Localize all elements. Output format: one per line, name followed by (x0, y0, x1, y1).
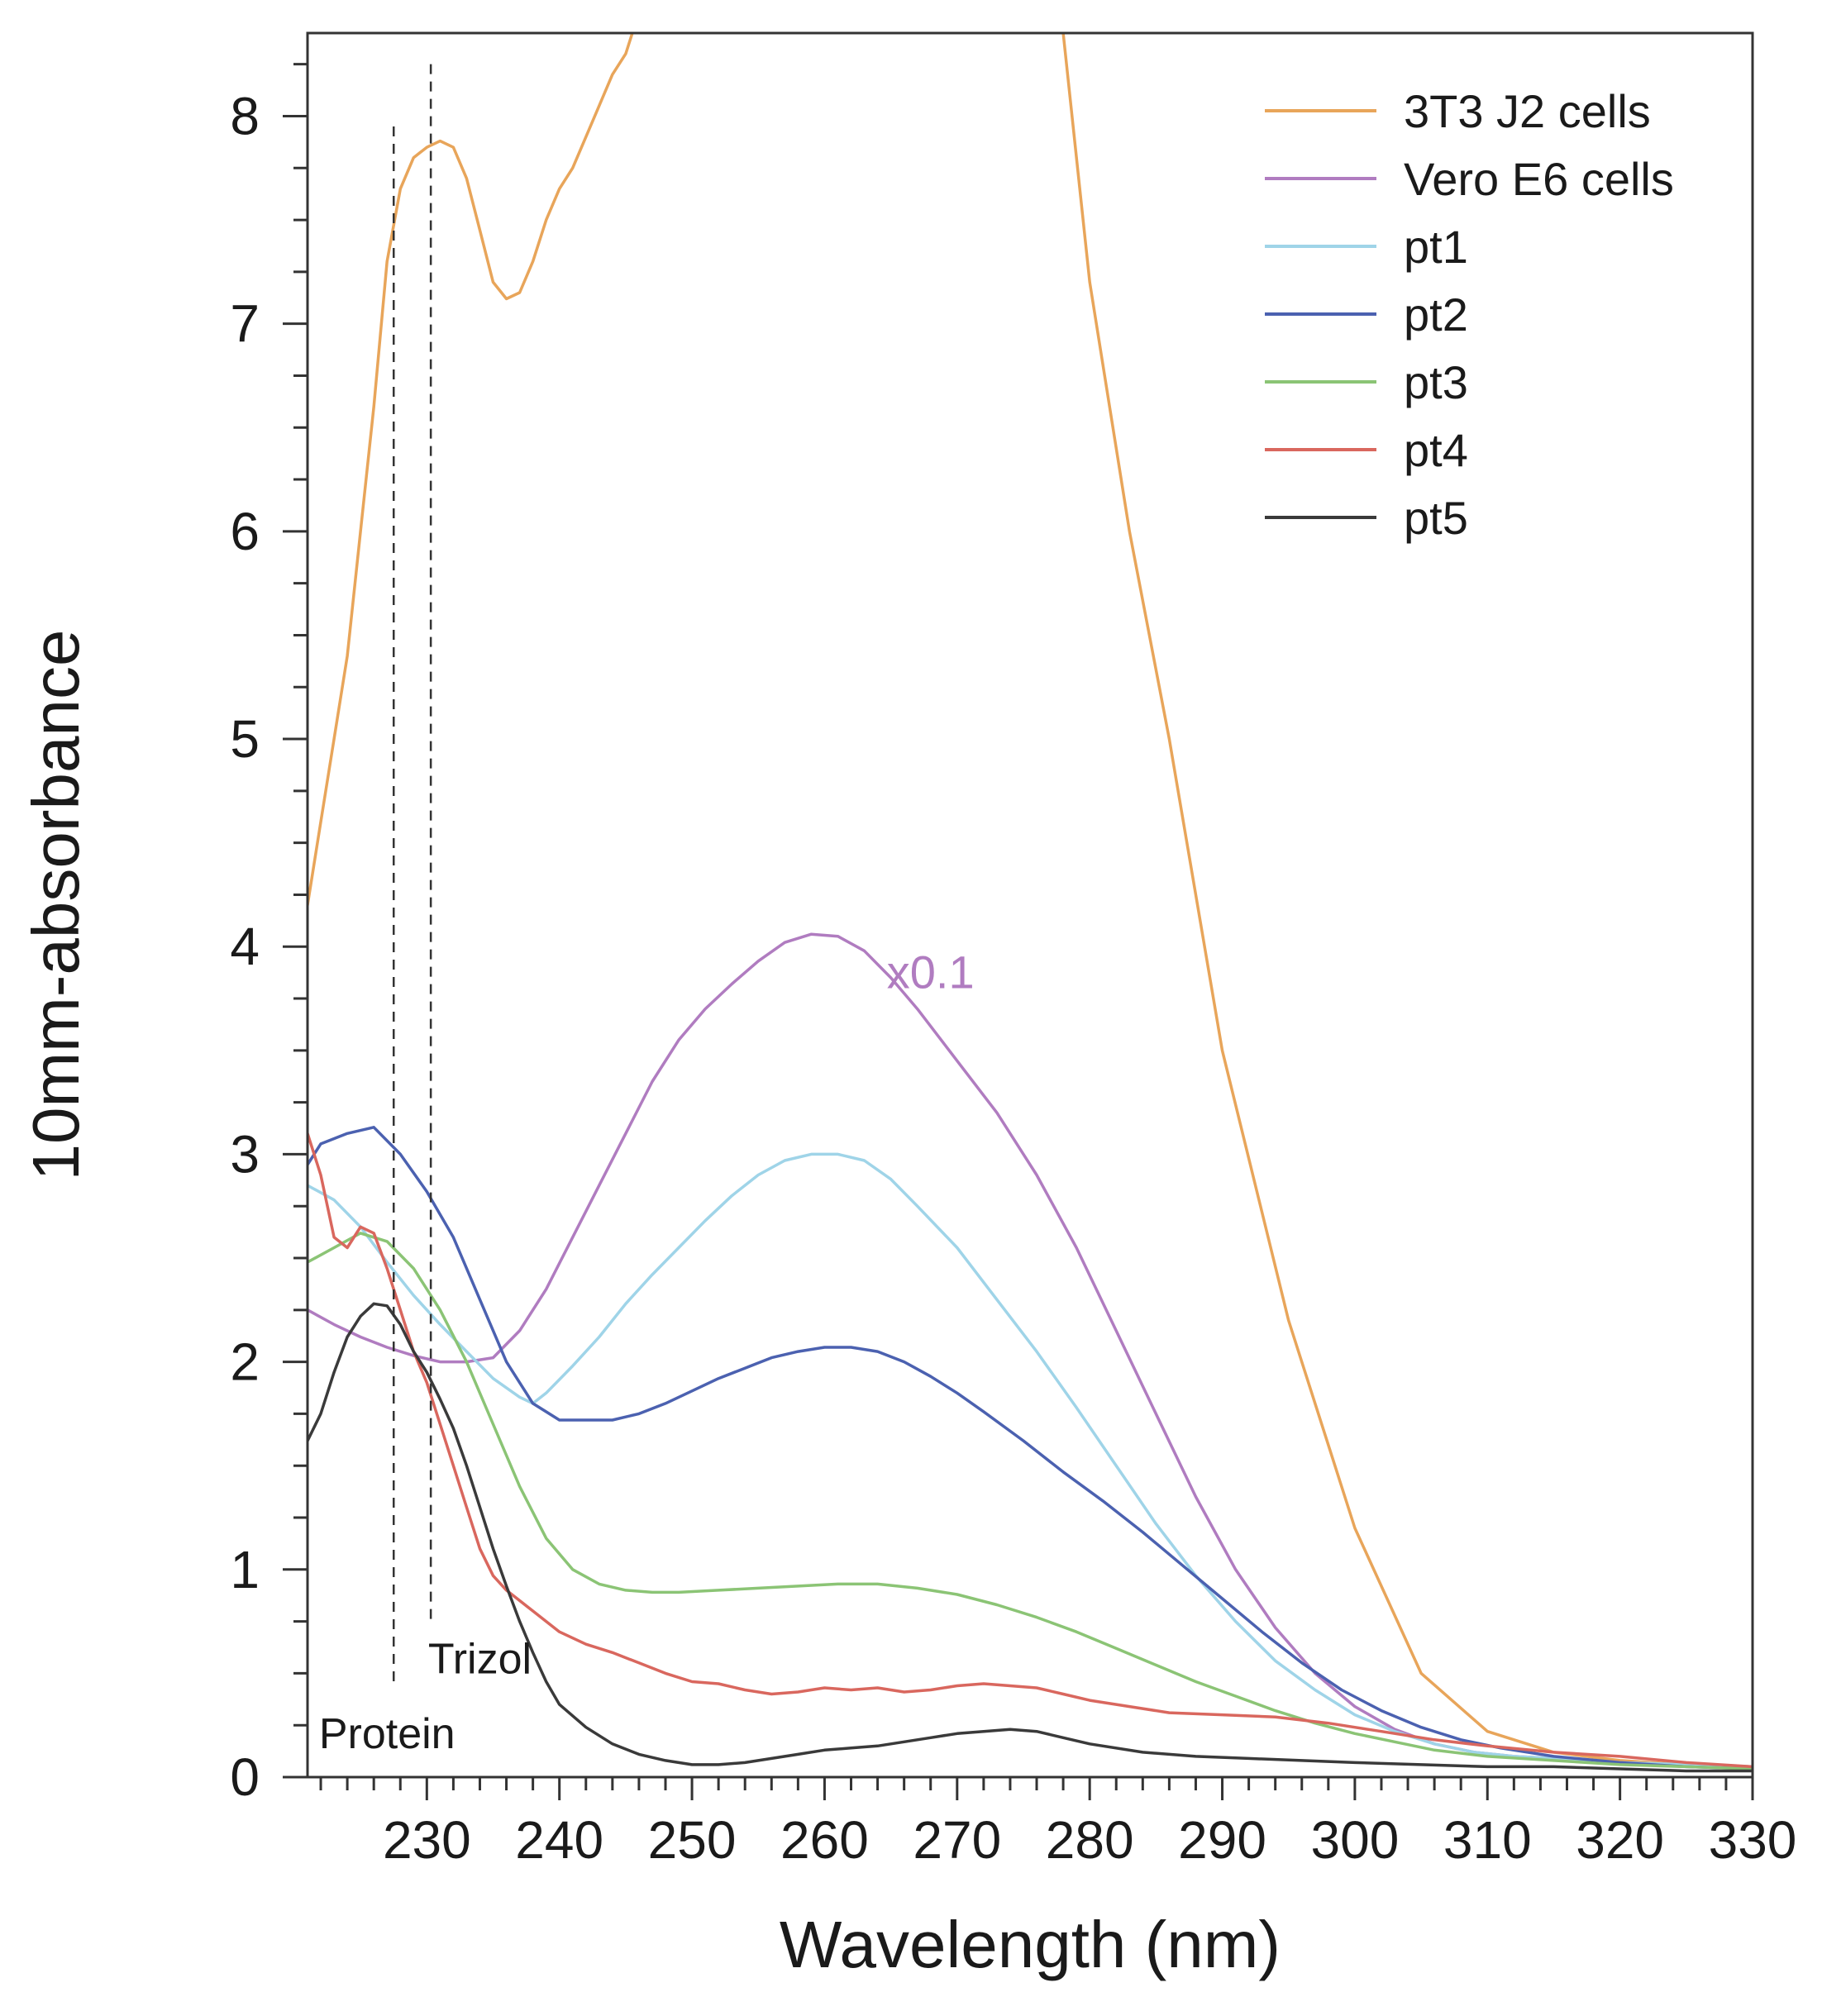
legend-label-pt5: pt5 (1404, 492, 1468, 544)
annotations: x0.1 (887, 946, 975, 998)
x-tick-label: 330 (1709, 1810, 1797, 1870)
series-line-pt2 (308, 1126, 1753, 1771)
series-line-pt1 (308, 1152, 1753, 1769)
legend-label-pt2: pt2 (1404, 288, 1468, 341)
series-line-3t3-j2-cells (308, 33, 1753, 1769)
legend-label-pt3: pt3 (1404, 356, 1468, 408)
reference-label-protein: Protein (319, 1710, 456, 1758)
y-tick-label: 3 (230, 1124, 260, 1184)
y-tick-label: 7 (230, 294, 260, 354)
x-tick-label: 240 (515, 1810, 603, 1870)
legend-label-pt1: pt1 (1404, 221, 1468, 273)
x-axis-title: Wavelength (nm) (780, 1908, 1281, 1981)
legend-label-vero-e6-cells: Vero E6 cells (1404, 153, 1674, 205)
y-tick-label: 1 (230, 1540, 260, 1599)
x-tick-label: 310 (1443, 1810, 1532, 1870)
y-tick-label: 5 (230, 709, 260, 769)
x-tick-label: 230 (383, 1810, 471, 1870)
x-tick-label: 270 (913, 1810, 1001, 1870)
series-line-pt5 (308, 1302, 1753, 1773)
y-tick-label: 6 (230, 502, 260, 561)
axis-ticks: 230 240 250 260 270 280 290 300 310 320 330 0 1 2 3 4 5 6… (230, 63, 1797, 1870)
series-line-vero-e6-cells (308, 932, 1753, 1769)
series-lines (308, 33, 1753, 1773)
y-tick-label: 8 (230, 86, 260, 145)
y-tick-label: 2 (230, 1332, 260, 1392)
y-tick-label: 4 (230, 917, 260, 976)
x-tick-label: 260 (780, 1810, 869, 1870)
reference-lines: Protein Trizol (319, 64, 532, 1758)
x-tick-label: 250 (648, 1810, 737, 1870)
x-tick-label: 320 (1576, 1810, 1664, 1870)
x-tick-label: 290 (1178, 1810, 1266, 1870)
y-axis-title: 10mm-absorbance (19, 630, 93, 1181)
legend: 3T3 J2 cells Vero E6 cells pt1 pt2 pt3 pt4 pt5 (1265, 85, 1674, 544)
x-tick-label: 300 (1311, 1810, 1400, 1870)
y-tick-label: 0 (230, 1747, 260, 1807)
legend-label-3t3-j2-cells: 3T3 J2 cells (1404, 85, 1651, 137)
x-tick-label: 280 (1046, 1810, 1134, 1870)
scale-annotation: x0.1 (887, 946, 975, 998)
series-line-pt3 (308, 1232, 1753, 1771)
legend-label-pt4: pt4 (1404, 424, 1468, 476)
plot-frame (306, 31, 1754, 1779)
reference-label-trizol: Trizol (428, 1635, 532, 1683)
